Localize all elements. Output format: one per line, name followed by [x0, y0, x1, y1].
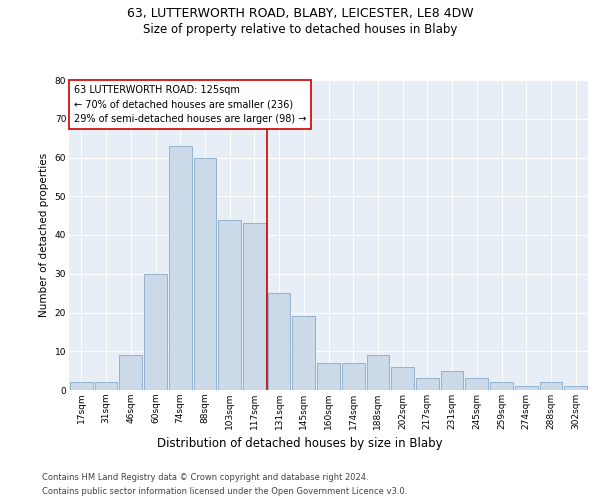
Bar: [243, 224, 266, 390]
Bar: [169, 146, 191, 390]
Y-axis label: Number of detached properties: Number of detached properties: [39, 153, 49, 317]
Bar: [268, 293, 290, 390]
Bar: [564, 386, 587, 390]
Text: Distribution of detached houses by size in Blaby: Distribution of detached houses by size …: [157, 438, 443, 450]
Bar: [367, 355, 389, 390]
Bar: [391, 367, 414, 390]
Bar: [317, 363, 340, 390]
Bar: [70, 382, 93, 390]
Bar: [194, 158, 216, 390]
Bar: [416, 378, 439, 390]
Bar: [539, 382, 562, 390]
Bar: [119, 355, 142, 390]
Bar: [292, 316, 315, 390]
Text: 63 LUTTERWORTH ROAD: 125sqm
← 70% of detached houses are smaller (236)
29% of se: 63 LUTTERWORTH ROAD: 125sqm ← 70% of det…: [74, 84, 307, 124]
Text: Size of property relative to detached houses in Blaby: Size of property relative to detached ho…: [143, 22, 457, 36]
Bar: [342, 363, 365, 390]
Text: Contains HM Land Registry data © Crown copyright and database right 2024.: Contains HM Land Registry data © Crown c…: [42, 472, 368, 482]
Bar: [466, 378, 488, 390]
Bar: [441, 370, 463, 390]
Bar: [95, 382, 118, 390]
Bar: [218, 220, 241, 390]
Bar: [490, 382, 513, 390]
Bar: [515, 386, 538, 390]
Text: Contains public sector information licensed under the Open Government Licence v3: Contains public sector information licen…: [42, 488, 407, 496]
Bar: [144, 274, 167, 390]
Text: 63, LUTTERWORTH ROAD, BLABY, LEICESTER, LE8 4DW: 63, LUTTERWORTH ROAD, BLABY, LEICESTER, …: [127, 8, 473, 20]
